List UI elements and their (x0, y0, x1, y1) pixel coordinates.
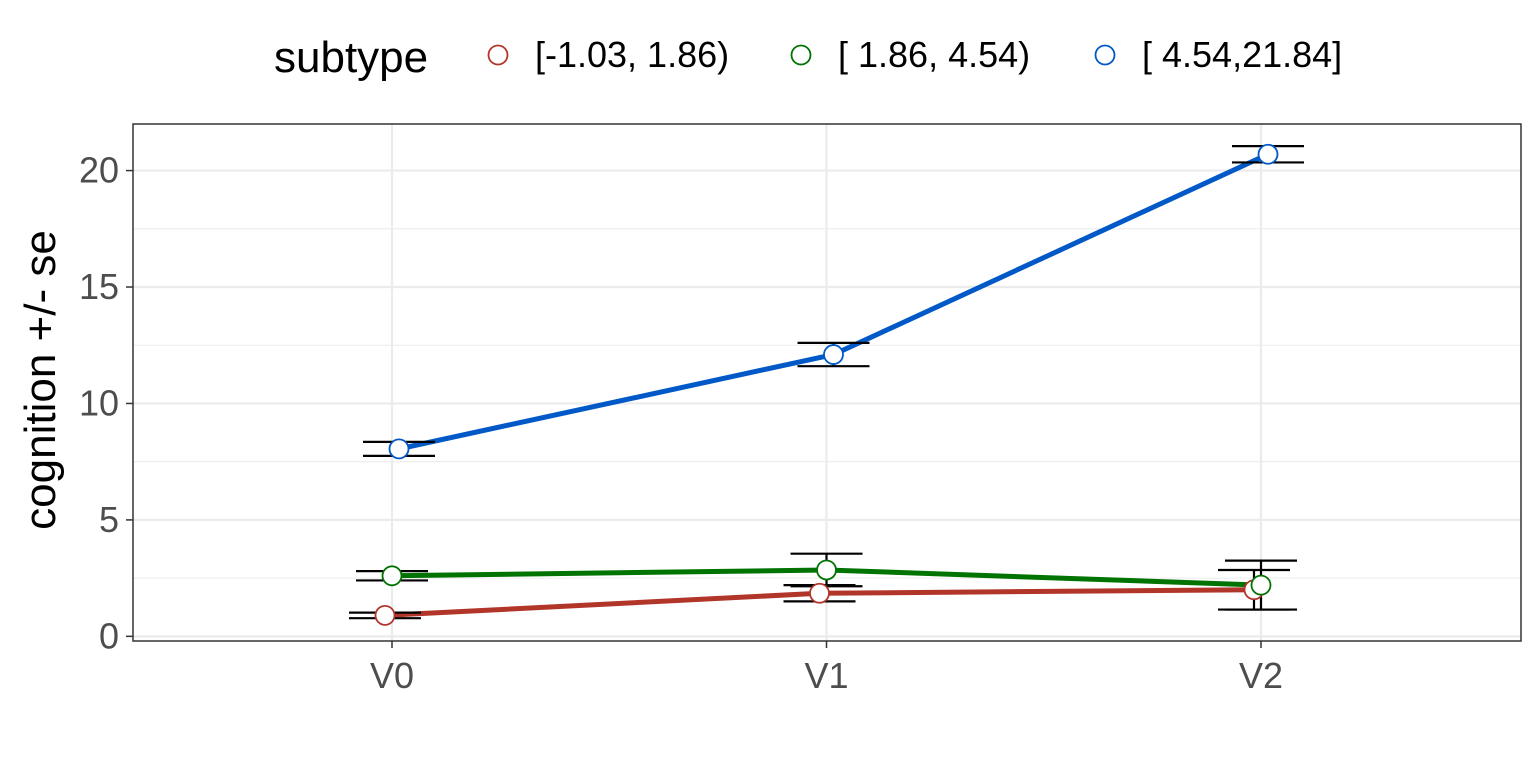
y-axis-title: cognition +/- se (16, 230, 65, 530)
x-tick-label: V2 (1239, 655, 1283, 696)
legend-label: [ 1.86, 4.54) (838, 34, 1030, 75)
y-tick-label: 20 (79, 150, 119, 191)
data-point (381, 565, 403, 587)
legend-key (1094, 44, 1116, 66)
data-points (374, 143, 1279, 626)
legend-item: [ 1.86, 4.54) (790, 34, 1030, 75)
legend-key (487, 44, 509, 66)
data-point (816, 559, 837, 581)
y-tick-label: 10 (79, 382, 119, 423)
data-point (1257, 143, 1279, 165)
x-tick-label: V1 (804, 655, 848, 696)
legend-items: [-1.03, 1.86) [ 1.86, 4.54) [ 4.54,21.84] (487, 34, 1342, 75)
legend-label: [-1.03, 1.86) (535, 34, 729, 75)
y-tick-label: 15 (79, 266, 119, 307)
legend-label: [ 4.54,21.84] (1142, 34, 1342, 75)
y-axis-ticks: 0 5 10 15 20 (79, 150, 133, 656)
y-tick-label: 0 (99, 615, 119, 656)
data-point (823, 344, 844, 365)
data-point (388, 438, 410, 460)
data-point (374, 604, 396, 626)
x-tick-label: V0 (370, 655, 414, 696)
data-point (1250, 574, 1272, 596)
y-tick-label: 5 (99, 499, 119, 540)
x-axis-ticks: V0 V1 V2 (370, 641, 1283, 696)
legend-key (790, 44, 812, 66)
legend-title: subtype (274, 33, 428, 82)
legend: subtype [-1.03, 1.86) [ 1.86, 4.54) [ 4.54… (274, 33, 1342, 82)
legend-item: [-1.03, 1.86) (487, 34, 729, 75)
data-point (809, 582, 830, 604)
legend-item: [ 4.54,21.84] (1094, 34, 1342, 75)
